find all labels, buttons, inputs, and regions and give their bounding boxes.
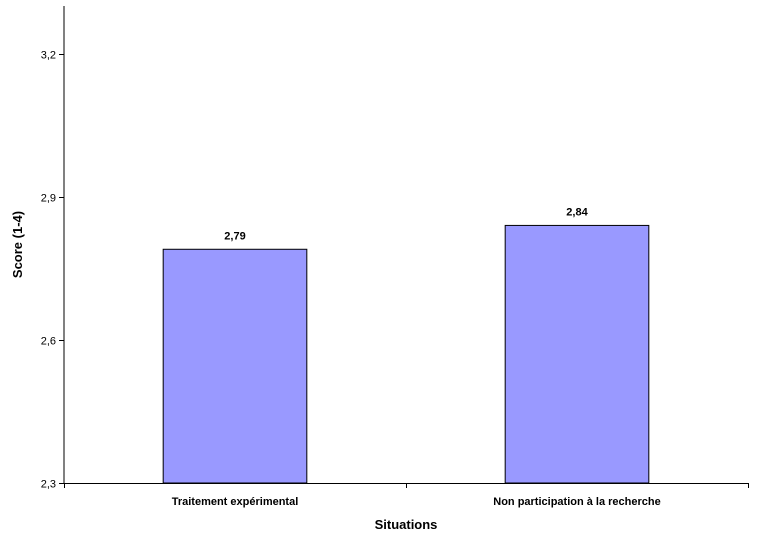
data-label: 2,84 <box>566 206 588 218</box>
x-axis: Traitement expérimental Non participation… <box>64 483 749 508</box>
x-category-label: Traitement expérimental <box>172 496 299 508</box>
data-label: 2,79 <box>224 230 245 242</box>
y-tick-label: 3,2 <box>41 50 56 62</box>
data-labels: 2,79 2,84 <box>224 206 588 242</box>
y-tick-label: 2,9 <box>41 193 56 205</box>
bar <box>162 248 308 484</box>
y-axis: 2,3 2,6 2,9 3,2 <box>41 6 65 491</box>
bar <box>504 224 650 484</box>
y-tick-label: 2,3 <box>41 479 56 491</box>
y-tick-label: 2,6 <box>41 336 56 348</box>
x-category-label: Non participation à la recherche <box>493 496 661 508</box>
bars <box>162 224 650 484</box>
y-axis-title: Score (1-4) <box>10 211 25 278</box>
x-axis-title: Situations <box>375 517 438 532</box>
